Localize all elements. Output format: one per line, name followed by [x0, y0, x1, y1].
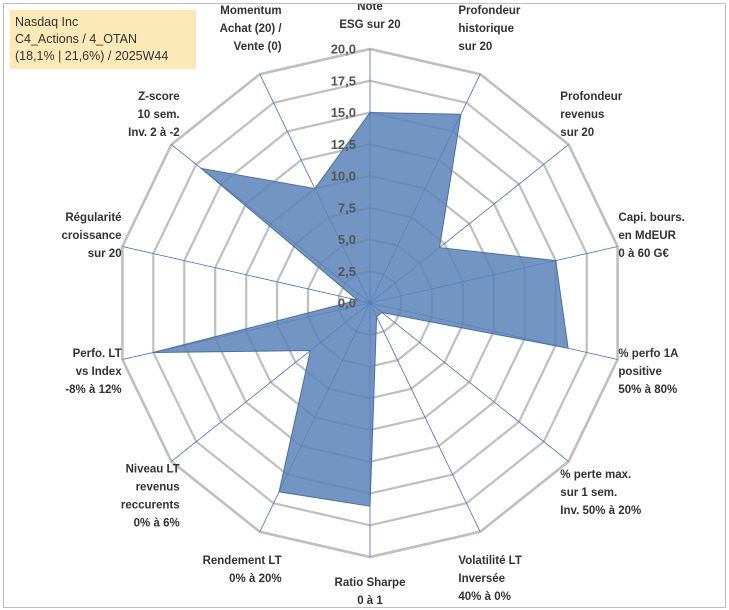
axis-label-8: Rendement LT 0% à 20% — [203, 555, 282, 585]
axis-label-2-line-2: sur 20 — [560, 127, 594, 139]
axis-label-4: % perfo 1A positive 50% à 80% — [618, 348, 678, 396]
axis-label-11-line-0: Régularité — [65, 212, 121, 224]
axis-label-12-line-2: Inv. 2 à -2 — [128, 127, 180, 139]
axis-label-3-line-0: Capi. bours. — [618, 212, 684, 224]
axis-label-8-line-0: Rendement LT — [203, 555, 282, 567]
axis-label-13-line-2: Vente (0) — [234, 41, 282, 53]
axis-label-10-line-1: vs Index — [76, 366, 123, 378]
axis-label-3: Capi. bours. en MdEUR 0 à 60 G€ — [618, 212, 684, 260]
axis-label-13: Momentum Achat (20) / Vente (0) — [220, 5, 283, 53]
axis-label-9: Niveau LT revenus reccurents 0% à 6% — [121, 463, 180, 529]
axis-label-1-line-0: Profondeur — [458, 5, 520, 17]
axis-label-1-line-2: sur 20 — [458, 41, 492, 53]
axis-label-13-line-1: Achat (20) / — [220, 23, 283, 35]
axis-label-3-line-2: 0 à 60 G€ — [618, 248, 669, 260]
axis-label-9-line-2: reccurents — [121, 499, 180, 511]
info-company-name: Nasdaq Inc — [15, 15, 79, 29]
axis-label-1: Profondeur historique sur 20 — [458, 5, 520, 53]
tick-label-1: 2,5 — [338, 264, 356, 279]
axis-spoke-6 — [369, 302, 481, 532]
axis-spoke-11 — [122, 246, 371, 304]
axis-spoke-5 — [369, 302, 569, 462]
axis-label-11-line-2: sur 20 — [88, 248, 122, 260]
axis-label-9-line-0: Niveau LT — [126, 463, 180, 475]
axis-label-4-line-2: 50% à 80% — [618, 384, 677, 396]
tick-label-8: 20,0 — [331, 42, 356, 57]
info-category: C4_Actions / 4_OTAN — [15, 32, 138, 46]
axis-label-0-line-0: Note — [357, 4, 383, 13]
tick-label-4: 10,0 — [331, 169, 356, 184]
axis-label-2-line-0: Profondeur — [560, 91, 622, 103]
info-period: (18,1% | 21,6%) / 2025W44 — [15, 49, 169, 63]
axis-label-2-line-1: revenus — [560, 109, 604, 121]
axis-label-12-line-1: 10 sem. — [137, 109, 179, 121]
axis-label-2: Profondeur revenus sur 20 — [560, 91, 622, 139]
axis-label-11-line-1: croissance — [61, 230, 121, 242]
axis-label-6-line-2: 40% à 0% — [458, 591, 510, 603]
axis-label-0: Note ESG sur 20 — [339, 4, 400, 31]
tick-label-6: 15,0 — [331, 105, 356, 120]
axis-label-13-line-0: Momentum — [220, 5, 281, 17]
axis-label-12-line-0: Z-score — [138, 91, 180, 103]
axis-label-1-line-1: historique — [458, 23, 514, 35]
axis-label-5-line-1: sur 1 sem. — [560, 487, 617, 499]
tick-label-7: 17,5 — [331, 73, 356, 88]
tick-layer: 0,0 2,5 5,0 7,5 10,0 12,5 15,0 17,5 20,0 — [331, 42, 356, 311]
data-layer — [153, 111, 569, 507]
axis-label-5: % perte max. sur 1 sem. Inv. 50% à 20% — [560, 469, 641, 517]
axis-label-12: Z-score 10 sem. Inv. 2 à -2 — [128, 91, 180, 139]
axis-label-7-line-1: 0 à 1 — [357, 595, 383, 607]
data-series-area — [153, 111, 569, 507]
info-box: Nasdaq Inc C4_Actions / 4_OTAN (18,1% | … — [10, 10, 196, 69]
tick-label-5: 12,5 — [331, 137, 356, 152]
axis-label-8-line-1: 0% à 20% — [229, 573, 281, 585]
axis-label-10-line-0: Perfo. LT — [73, 348, 122, 360]
axis-label-5-line-0: % perte max. — [560, 469, 631, 481]
radar-chart: 0,0 2,5 5,0 7,5 10,0 12,5 15,0 17,5 20,0 Note ESG… — [61, 4, 684, 607]
axis-label-7-line-0: Ratio Sharpe — [335, 577, 406, 589]
axis-label-10-line-2: -8% à 12% — [65, 384, 121, 396]
axis-label-3-line-1: en MdEUR — [618, 230, 676, 242]
axis-label-9-line-1: revenus — [136, 481, 180, 493]
label-layer: Note ESG sur 20 Profondeur historique sur 20… — [61, 4, 684, 607]
tick-label-2: 5,0 — [338, 232, 356, 247]
axis-label-11: Régularité croissance sur 20 — [61, 212, 121, 260]
axis-label-6-line-1: Inversée — [458, 573, 505, 585]
axis-label-6: Volatilité LT Inversée 40% à 0% — [458, 555, 521, 603]
axis-label-5-line-2: Inv. 50% à 20% — [560, 505, 641, 517]
axis-label-7: Ratio Sharpe 0 à 1 — [335, 577, 406, 607]
axis-label-6-line-0: Volatilité LT — [458, 555, 521, 567]
chart-frame: 0,0 2,5 5,0 7,5 10,0 12,5 15,0 17,5 20,0 Note ESG… — [3, 3, 726, 608]
axis-label-10: Perfo. LT vs Index -8% à 12% — [65, 348, 122, 396]
axis-label-4-line-1: positive — [618, 366, 661, 378]
axis-label-9-line-3: 0% à 6% — [134, 517, 180, 529]
tick-label-3: 7,5 — [338, 200, 356, 215]
tick-label-0: 0,0 — [338, 296, 356, 311]
axis-label-4-line-0: % perfo 1A — [618, 348, 678, 360]
axis-label-0-line-1: ESG sur 20 — [339, 19, 400, 31]
